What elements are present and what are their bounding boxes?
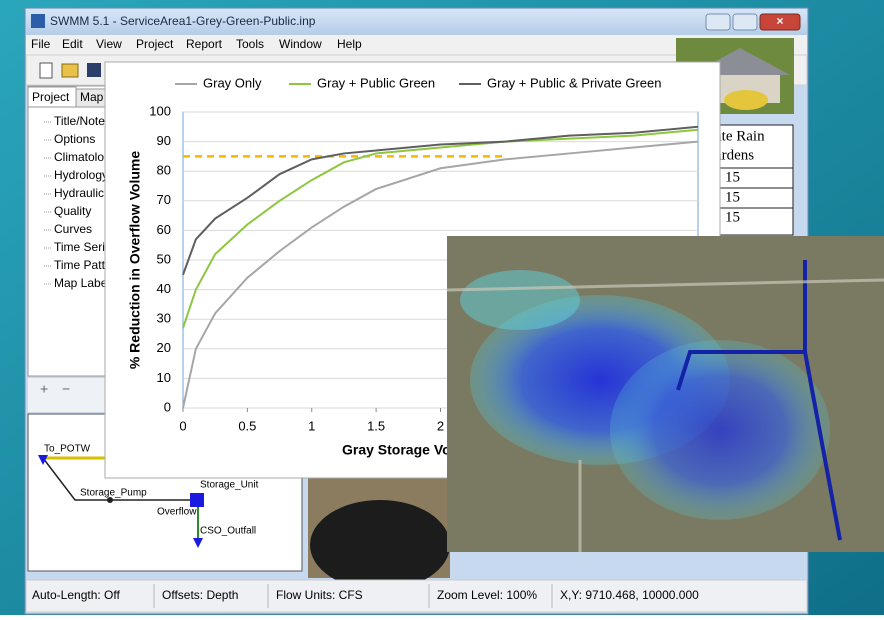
delete-icon[interactable]: − xyxy=(62,381,70,397)
tree-item[interactable]: Map Labe xyxy=(54,276,108,290)
menu-item[interactable]: Project xyxy=(136,37,174,51)
new-button[interactable] xyxy=(40,63,52,78)
tab-label[interactable]: Map xyxy=(80,90,104,104)
menu-item[interactable]: Window xyxy=(279,37,322,51)
window-title: SWMM 5.1 - ServiceArea1-Grey-Green-Publi… xyxy=(50,14,316,28)
tree-item[interactable]: Quality xyxy=(54,204,91,218)
menu-item[interactable]: Tools xyxy=(236,37,264,51)
open-button[interactable] xyxy=(62,64,78,77)
tree-item[interactable]: Hydrology xyxy=(54,168,108,182)
add-icon[interactable]: + xyxy=(40,381,48,397)
status-item: Zoom Level: 100% xyxy=(437,588,537,602)
app-icon xyxy=(31,14,45,28)
node-label: To_POTW xyxy=(44,444,91,455)
status-item[interactable]: Flow Units: CFS xyxy=(276,588,363,602)
status-item[interactable]: Offsets: Depth xyxy=(162,588,238,602)
pipe xyxy=(310,500,450,590)
screen: SWMM 5.1 - ServiceArea1-Grey-Green-Publi… xyxy=(0,0,884,615)
tree-item[interactable]: Options xyxy=(54,132,95,146)
tab-label[interactable]: Project xyxy=(32,90,70,104)
tabs: Project Map xyxy=(28,87,106,107)
y-tick-label: 80 xyxy=(157,163,171,178)
x-tick-label: 0 xyxy=(179,418,186,433)
tree-item[interactable]: Time Seri xyxy=(54,240,105,254)
menu-item[interactable]: Edit xyxy=(62,37,83,51)
x-tick-label: 2 xyxy=(437,418,444,433)
legend-label: Gray + Public Green xyxy=(317,75,435,90)
garden-flowers xyxy=(724,90,768,110)
menu-item[interactable]: File xyxy=(31,37,51,51)
table-cell: 15 xyxy=(725,169,740,185)
legend-label: Gray + Public & Private Green xyxy=(487,75,662,90)
menu-item[interactable]: Report xyxy=(186,37,223,51)
x-tick-label: 1 xyxy=(308,418,315,433)
y-tick-label: 10 xyxy=(157,370,171,385)
tree-item[interactable]: Time Patt xyxy=(54,258,106,272)
close-glyph: × xyxy=(776,14,783,28)
y-tick-label: 50 xyxy=(157,251,171,266)
table-cell: 15 xyxy=(725,189,740,205)
menu-item[interactable]: View xyxy=(96,37,122,51)
tree-item[interactable]: Curves xyxy=(54,222,92,236)
node-label: CSO_Outfall xyxy=(200,526,256,537)
y-tick-label: 70 xyxy=(157,192,171,207)
y-tick-label: 100 xyxy=(149,103,171,118)
save-button[interactable] xyxy=(87,63,101,77)
x-tick-label: 0.5 xyxy=(238,418,256,433)
x-tick-label: 1.5 xyxy=(367,418,385,433)
node-label: Storage_Unit xyxy=(200,480,259,491)
node-label: Storage_Pump xyxy=(80,488,147,499)
node-label: Overflow xyxy=(157,507,197,518)
flood-map xyxy=(447,236,884,552)
y-tick-label: 90 xyxy=(157,133,171,148)
table-cell: 15 xyxy=(725,209,740,225)
maximize-button[interactable] xyxy=(733,14,757,30)
y-tick-label: 0 xyxy=(164,399,171,414)
minimize-button[interactable] xyxy=(706,14,730,30)
flood-fringe xyxy=(460,270,580,330)
status-item: X,Y: 9710.468, 10000.000 xyxy=(560,588,699,602)
tree-item[interactable]: Hydraulic xyxy=(54,186,104,200)
y-tick-label: 60 xyxy=(157,222,171,237)
y-tick-label: 40 xyxy=(157,281,171,296)
tree-item[interactable]: Title/Note xyxy=(54,114,105,128)
table-header: ardens xyxy=(715,147,754,163)
y-tick-label: 30 xyxy=(157,311,171,326)
menu-item[interactable]: Help xyxy=(337,37,362,51)
tree-item[interactable]: Climatolo xyxy=(54,150,104,164)
table-header: ate Rain xyxy=(715,128,765,144)
status-item[interactable]: Auto-Length: Off xyxy=(32,588,121,602)
menu: File Edit View Project Report Tools Window Help xyxy=(31,37,362,51)
flood-area-2 xyxy=(610,340,830,520)
legend-label: Gray Only xyxy=(203,75,262,90)
y-axis-label: % Reduction in Overflow Volume xyxy=(127,151,143,370)
y-tick-label: 20 xyxy=(157,340,171,355)
